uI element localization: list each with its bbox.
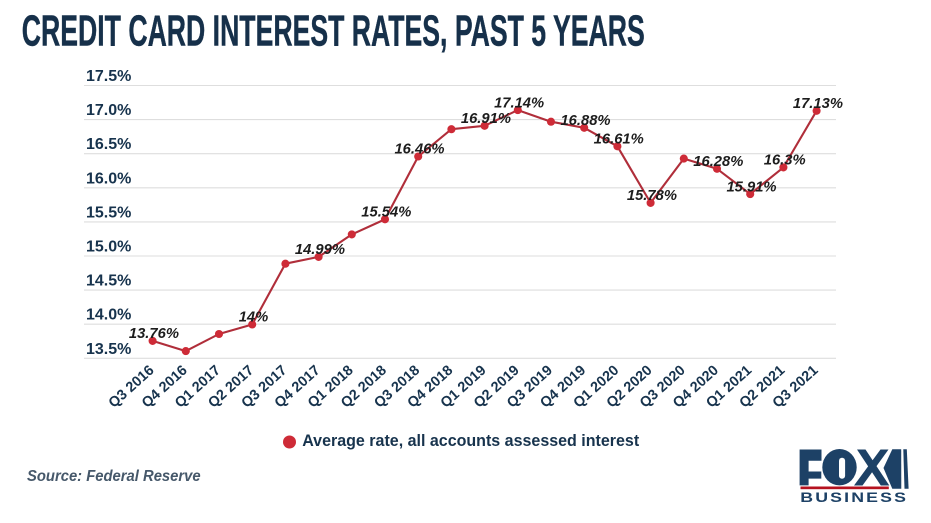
- svg-text:15.0%: 15.0%: [86, 239, 131, 256]
- svg-text:14.99%: 14.99%: [295, 242, 345, 258]
- svg-text:16.88%: 16.88%: [560, 113, 610, 129]
- svg-text:17.13%: 17.13%: [793, 96, 843, 112]
- svg-text:15.91%: 15.91%: [726, 179, 776, 195]
- svg-text:Source: Federal Reserve: Source: Federal Reserve: [27, 468, 201, 486]
- svg-text:16.91%: 16.91%: [461, 111, 511, 127]
- svg-text:15.54%: 15.54%: [361, 204, 411, 220]
- svg-text:16.3%: 16.3%: [764, 153, 806, 169]
- svg-text:15.5%: 15.5%: [86, 204, 131, 221]
- svg-text:14.5%: 14.5%: [86, 273, 131, 290]
- svg-text:14.0%: 14.0%: [86, 307, 131, 324]
- svg-text:16.46%: 16.46%: [394, 142, 444, 158]
- svg-text:14%: 14%: [239, 310, 269, 326]
- svg-text:16.5%: 16.5%: [86, 136, 131, 153]
- svg-text:16.28%: 16.28%: [693, 154, 743, 170]
- svg-text:CREDIT CARD INTEREST RATES, PA: CREDIT CARD INTEREST RATES, PAST 5 YEARS: [22, 6, 645, 56]
- svg-text:13.5%: 13.5%: [86, 341, 131, 358]
- svg-text:17.0%: 17.0%: [86, 102, 131, 119]
- svg-text:Average rate, all accounts ass: Average rate, all accounts assessed inte…: [302, 431, 639, 451]
- svg-text:15.78%: 15.78%: [627, 188, 677, 204]
- svg-text:17.5%: 17.5%: [86, 68, 131, 85]
- svg-text:16.61%: 16.61%: [594, 131, 644, 147]
- svg-text:16.0%: 16.0%: [86, 170, 131, 187]
- svg-text:17.14%: 17.14%: [494, 95, 544, 111]
- svg-text:13.76%: 13.76%: [129, 326, 179, 342]
- svg-text:BUSINESS: BUSINESS: [800, 490, 906, 506]
